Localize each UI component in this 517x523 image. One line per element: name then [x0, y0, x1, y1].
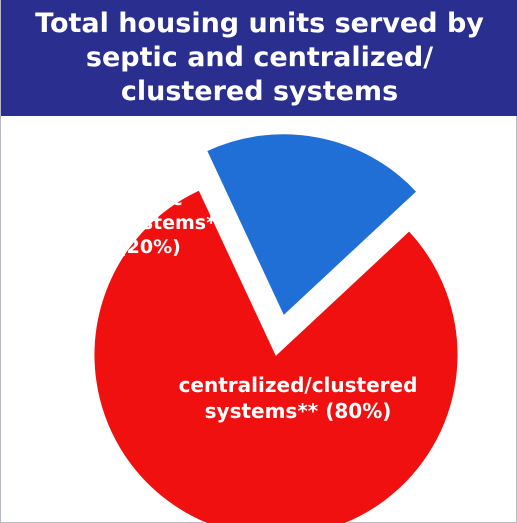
chart-title: Total housing units served by septic and…	[35, 8, 484, 107]
pie-labels: septic systems* (20%) centralized/clustered…	[118, 188, 417, 423]
title-bar: Total housing units served by septic and…	[1, 0, 517, 116]
pie-slice-1	[93, 189, 459, 523]
pie-slice-label-1: centralized/clustered systems** (80%)	[179, 373, 418, 423]
pie-slice-0	[206, 133, 418, 317]
pie-slices	[93, 133, 459, 523]
pie-slice-label-0: septic systems* (20%)	[118, 188, 216, 258]
